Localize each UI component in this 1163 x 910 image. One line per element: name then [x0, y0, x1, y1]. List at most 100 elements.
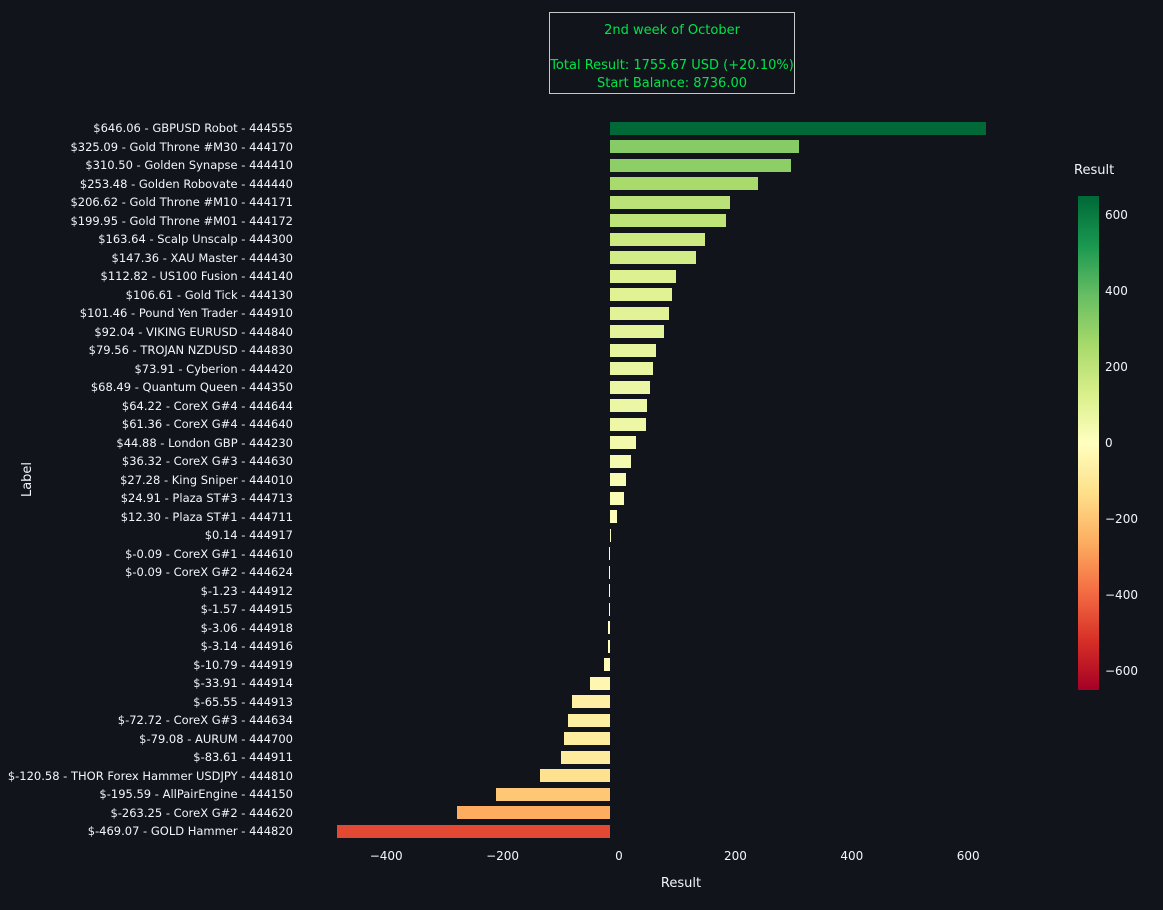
bar[interactable]: [608, 621, 610, 635]
bar[interactable]: [610, 510, 618, 524]
bar[interactable]: [608, 639, 610, 653]
bar[interactable]: [610, 380, 650, 394]
bar-track: [302, 711, 1042, 730]
bar-track: [302, 804, 1042, 823]
x-tick-label: −200: [486, 849, 520, 863]
bar-row: $-0.09 - CoreX G#1 - 444610: [0, 545, 1051, 564]
bar-label: $199.95 - Gold Throne #M01 - 444172: [70, 213, 293, 228]
bar-label: $206.62 - Gold Throne #M10 - 444171: [70, 195, 293, 210]
bar-label: $-10.79 - 444919: [193, 657, 293, 672]
x-axis-title: Result: [660, 876, 702, 891]
bar-label: $-1.23 - 444912: [200, 583, 293, 598]
bar[interactable]: [610, 251, 696, 265]
bar[interactable]: [610, 362, 653, 376]
bar[interactable]: [610, 140, 800, 154]
bar-track: [302, 822, 1042, 841]
bar[interactable]: [610, 232, 706, 246]
bar-label: $163.64 - Scalp Unscalp - 444300: [98, 232, 293, 247]
bar-track: [302, 508, 1042, 527]
bar-label: $-0.09 - CoreX G#1 - 444610: [125, 546, 293, 561]
bar[interactable]: [610, 454, 632, 468]
bar-label: $12.30 - Plaza ST#1 - 444711: [120, 509, 293, 524]
bar-row: $-263.25 - CoreX G#2 - 444620: [0, 804, 1051, 823]
bar-track: [302, 304, 1042, 323]
summary-total-result: Total Result: 1755.67 USD (+20.10%): [550, 58, 794, 73]
bar[interactable]: [610, 417, 646, 431]
bar-row: $-469.07 - GOLD Hammer - 444820: [0, 822, 1051, 841]
bar[interactable]: [603, 658, 610, 672]
bar-row: $147.36 - XAU Master - 444430: [0, 249, 1051, 268]
x-tick-label: −400: [369, 849, 403, 863]
bar-row: $36.32 - CoreX G#3 - 444630: [0, 452, 1051, 471]
bar-track: [302, 526, 1042, 545]
bar[interactable]: [610, 343, 657, 357]
bar-row: $-72.72 - CoreX G#3 - 444634: [0, 711, 1051, 730]
bar[interactable]: [571, 695, 610, 709]
bar[interactable]: [610, 325, 664, 339]
bar-row: $-3.06 - 444918: [0, 619, 1051, 638]
x-tick-label: 600: [956, 849, 980, 863]
bar[interactable]: [610, 195, 731, 209]
bar[interactable]: [337, 824, 610, 838]
bar-track: [302, 545, 1042, 564]
bar-row: $253.48 - Golden Robovate - 444440: [0, 175, 1051, 194]
bar[interactable]: [610, 473, 626, 487]
bar[interactable]: [496, 787, 610, 801]
bar[interactable]: [610, 436, 637, 450]
bar-row: $101.46 - Pound Yen Trader - 444910: [0, 304, 1051, 323]
x-tick-label: 0: [615, 849, 623, 863]
bar-label: $646.06 - GBPUSD Robot - 444555: [93, 121, 293, 136]
bar[interactable]: [567, 713, 610, 727]
bar[interactable]: [610, 288, 673, 302]
bar-row: $-33.91 - 444914: [0, 674, 1051, 693]
colorbar-tick-label: 0: [1105, 436, 1113, 450]
bar[interactable]: [590, 676, 610, 690]
bar-track: [302, 193, 1042, 212]
bar-track: [302, 563, 1042, 582]
bar-row: $199.95 - Gold Throne #M01 - 444172: [0, 212, 1051, 231]
bar-track: [302, 267, 1042, 286]
bar-track: [302, 452, 1042, 471]
bar[interactable]: [609, 584, 610, 598]
bar[interactable]: [610, 177, 758, 191]
bar-label: $253.48 - Golden Robovate - 444440: [79, 176, 293, 191]
bar[interactable]: [539, 769, 610, 783]
bar-label: $61.36 - CoreX G#4 - 444640: [121, 417, 293, 432]
bar[interactable]: [610, 158, 791, 172]
bar[interactable]: [561, 750, 610, 764]
bar[interactable]: [563, 732, 610, 746]
bar-track: [302, 489, 1042, 508]
bar-label: $-83.61 - 444911: [193, 750, 293, 765]
bar-label: $-469.07 - GOLD Hammer - 444820: [87, 824, 293, 839]
bar[interactable]: [456, 806, 610, 820]
bar[interactable]: [610, 121, 986, 135]
bar-row: $112.82 - US100 Fusion - 444140: [0, 267, 1051, 286]
bar-label: $73.91 - Cyberion - 444420: [134, 361, 293, 376]
bar[interactable]: [610, 528, 611, 542]
colorbar-gradient: [1078, 196, 1099, 690]
bar[interactable]: [610, 491, 625, 505]
bar-row: $64.22 - CoreX G#4 - 444644: [0, 397, 1051, 416]
bar-label: $68.49 - Quantum Queen - 444350: [90, 380, 293, 395]
bar-label: $-65.55 - 444913: [193, 694, 293, 709]
bar-label: $325.09 - Gold Throne #M30 - 444170: [70, 139, 293, 154]
bar-track: [302, 360, 1042, 379]
bar-row: $206.62 - Gold Throne #M10 - 444171: [0, 193, 1051, 212]
bar[interactable]: [610, 306, 670, 320]
bar-label: $-263.25 - CoreX G#2 - 444620: [110, 805, 293, 820]
bar[interactable]: [609, 547, 610, 561]
bar-row: $-1.57 - 444915: [0, 600, 1051, 619]
bar-row: $-3.14 - 444916: [0, 637, 1051, 656]
bar[interactable]: [610, 269, 676, 283]
bar[interactable]: [609, 602, 610, 616]
bar-track: [302, 471, 1042, 490]
bar[interactable]: [609, 565, 610, 579]
bar-row: $79.56 - TROJAN NZDUSD - 444830: [0, 341, 1051, 360]
bar-label: $0.14 - 444917: [204, 528, 293, 543]
x-axis-ticks: −400 −200 0 200 400 600: [311, 849, 1051, 865]
bar[interactable]: [610, 399, 648, 413]
bar-track: [302, 748, 1042, 767]
bar-track: [302, 656, 1042, 675]
bar-track: [302, 397, 1042, 416]
bar[interactable]: [610, 214, 727, 228]
